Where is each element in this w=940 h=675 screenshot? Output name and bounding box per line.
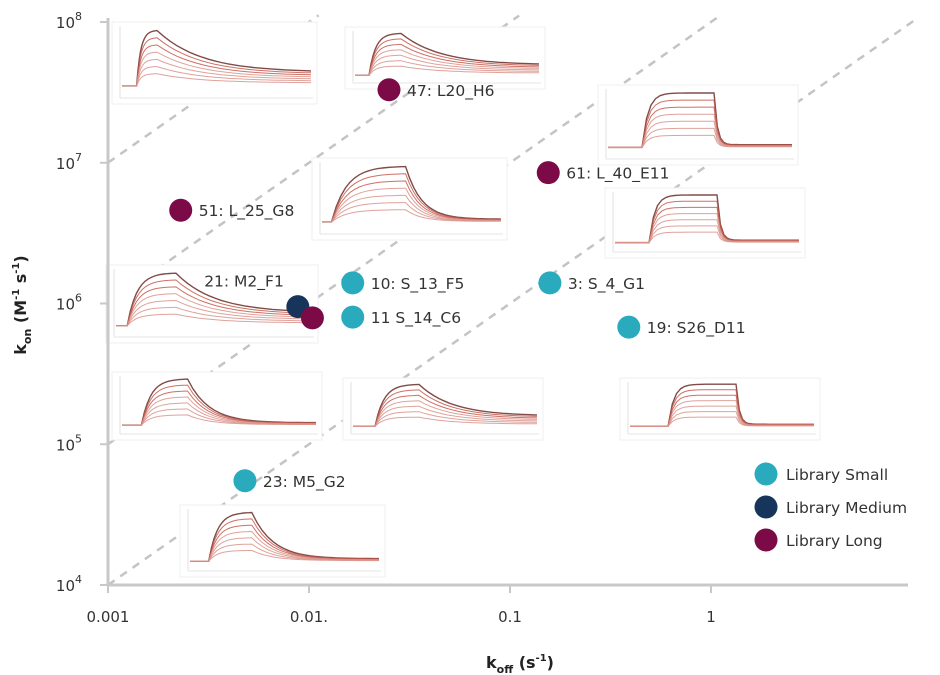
- sensorgram-trace: [608, 134, 792, 148]
- sensorgram-trace: [355, 38, 540, 76]
- sensorgram-trace: [116, 300, 312, 327]
- thumbnail-frame: [111, 21, 318, 105]
- sensorgram-thumbnail-7: [111, 371, 323, 441]
- sensorgram-trace: [353, 400, 538, 427]
- sensorgram-thumbnail-1: [111, 21, 318, 105]
- data-point-label: 19: S26_D11: [647, 319, 746, 338]
- sensorgram-trace: [355, 32, 540, 77]
- sensorgram-trace: [122, 66, 312, 87]
- sensorgram-thumbnail-2: [344, 26, 546, 90]
- sensorgram-trace: [322, 209, 501, 223]
- legend-label: Library Medium: [786, 499, 907, 517]
- sensorgram-thumbnails: [105, 21, 821, 578]
- sensorgram-trace: [122, 414, 316, 426]
- sensorgram-trace: [355, 54, 540, 76]
- sensorgram-trace: [615, 231, 799, 244]
- data-point: [617, 315, 641, 339]
- sensorgram-thumbnail-5: [604, 187, 806, 259]
- y-tick-labels: 104 105 106 107 108: [56, 10, 108, 595]
- x-tick-label: 1: [706, 608, 716, 626]
- legend-marker: [754, 528, 778, 552]
- data-point: [538, 271, 562, 295]
- thumbnail-frame: [597, 84, 799, 166]
- sensorgram-trace: [355, 65, 539, 76]
- data-point: [536, 161, 560, 185]
- sensorgram-trace: [353, 405, 538, 427]
- data-point: [169, 198, 193, 222]
- thumbnail-frame: [179, 504, 386, 578]
- data-point-label: 21: M2_F1: [204, 273, 284, 292]
- thumbnail-frame: [619, 377, 821, 441]
- data-points: 10: S_13_F5 11 S_14_C6 3: S_4_G1 19: S26_D1…: [169, 78, 746, 493]
- data-point: [377, 78, 401, 102]
- y-tick-label: 105: [56, 432, 82, 454]
- y-axis-label: kon (M-1 s-1): [11, 255, 34, 354]
- x-axis-label: koff (s-1): [486, 653, 554, 675]
- sensorgram-thumbnail-6: [105, 264, 319, 344]
- data-point-label: 51: L_25_G8: [199, 202, 295, 221]
- sensorgram-trace: [122, 73, 311, 87]
- sensorgram-trace: [116, 293, 313, 327]
- sensorgram-trace: [122, 29, 312, 87]
- sensorgram-trace: [355, 60, 540, 76]
- sensorgram-trace: [353, 416, 537, 427]
- sensorgram-thumbnail-8: [342, 377, 544, 441]
- sensorgram-trace: [122, 51, 312, 87]
- sensorgram-trace: [122, 37, 312, 87]
- data-point-label: 3: S_4_G1: [568, 275, 645, 294]
- x-tick-labels: 0.001 0.01. 0.1 1: [87, 585, 716, 626]
- data-point: [341, 305, 365, 329]
- x-tick-label: 0.001: [87, 608, 130, 626]
- thumbnail-frame: [342, 377, 544, 441]
- thumbnail-frame: [111, 371, 323, 441]
- thumbnail-frame: [604, 187, 806, 259]
- sensorgram-thumbnail-9: [619, 377, 821, 441]
- sensorgram-trace: [122, 58, 312, 87]
- sensorgram-trace: [353, 383, 538, 428]
- data-point-label: 23: M5_G2: [263, 473, 346, 492]
- legend: Library Small Library Medium Library Long: [754, 462, 907, 552]
- y-tick-label: 108: [56, 10, 82, 32]
- data-point-label: 11 S_14_C6: [371, 309, 461, 328]
- thumbnail-frame: [344, 26, 546, 90]
- data-point: [233, 469, 257, 493]
- legend-label: Library Small: [786, 466, 888, 484]
- legend-marker: [754, 462, 778, 486]
- legend-label: Library Long: [786, 532, 883, 550]
- data-point-label: 61: L_40_E11: [566, 165, 669, 184]
- sensorgram-trace: [116, 286, 313, 327]
- sensorgram-trace: [353, 389, 538, 427]
- x-tick-label: 0.1: [498, 608, 522, 626]
- sensorgram-trace: [355, 43, 540, 76]
- sensorgram-thumbnail-4: [311, 157, 508, 241]
- data-point: [300, 306, 324, 330]
- thumbnail-frame: [311, 157, 508, 241]
- sensorgram-trace: [353, 411, 538, 427]
- sensorgram-trace: [630, 416, 814, 427]
- data-point-label: 47: L20_H6: [407, 82, 495, 101]
- sensorgram-trace: [355, 49, 540, 76]
- data-point-label: 10: S_13_F5: [371, 275, 465, 294]
- sensorgram-trace: [353, 394, 538, 427]
- sensorgram-trace: [116, 306, 313, 327]
- sensorgram-trace: [122, 44, 312, 87]
- y-tick-label: 106: [56, 292, 82, 314]
- sensorgram-thumbnail-10: [179, 504, 386, 578]
- y-tick-label: 107: [56, 151, 82, 173]
- y-tick-label: 104: [56, 573, 82, 595]
- legend-marker: [754, 495, 778, 519]
- x-tick-label: 0.01.: [290, 608, 328, 626]
- data-point: [341, 271, 365, 295]
- sensorgram-trace: [116, 313, 313, 327]
- sensorgram-trace: [116, 279, 313, 327]
- sensorgram-trace: [116, 272, 313, 327]
- sensorgram-trace: [190, 550, 379, 562]
- sensorgram-thumbnail-3: [597, 84, 799, 166]
